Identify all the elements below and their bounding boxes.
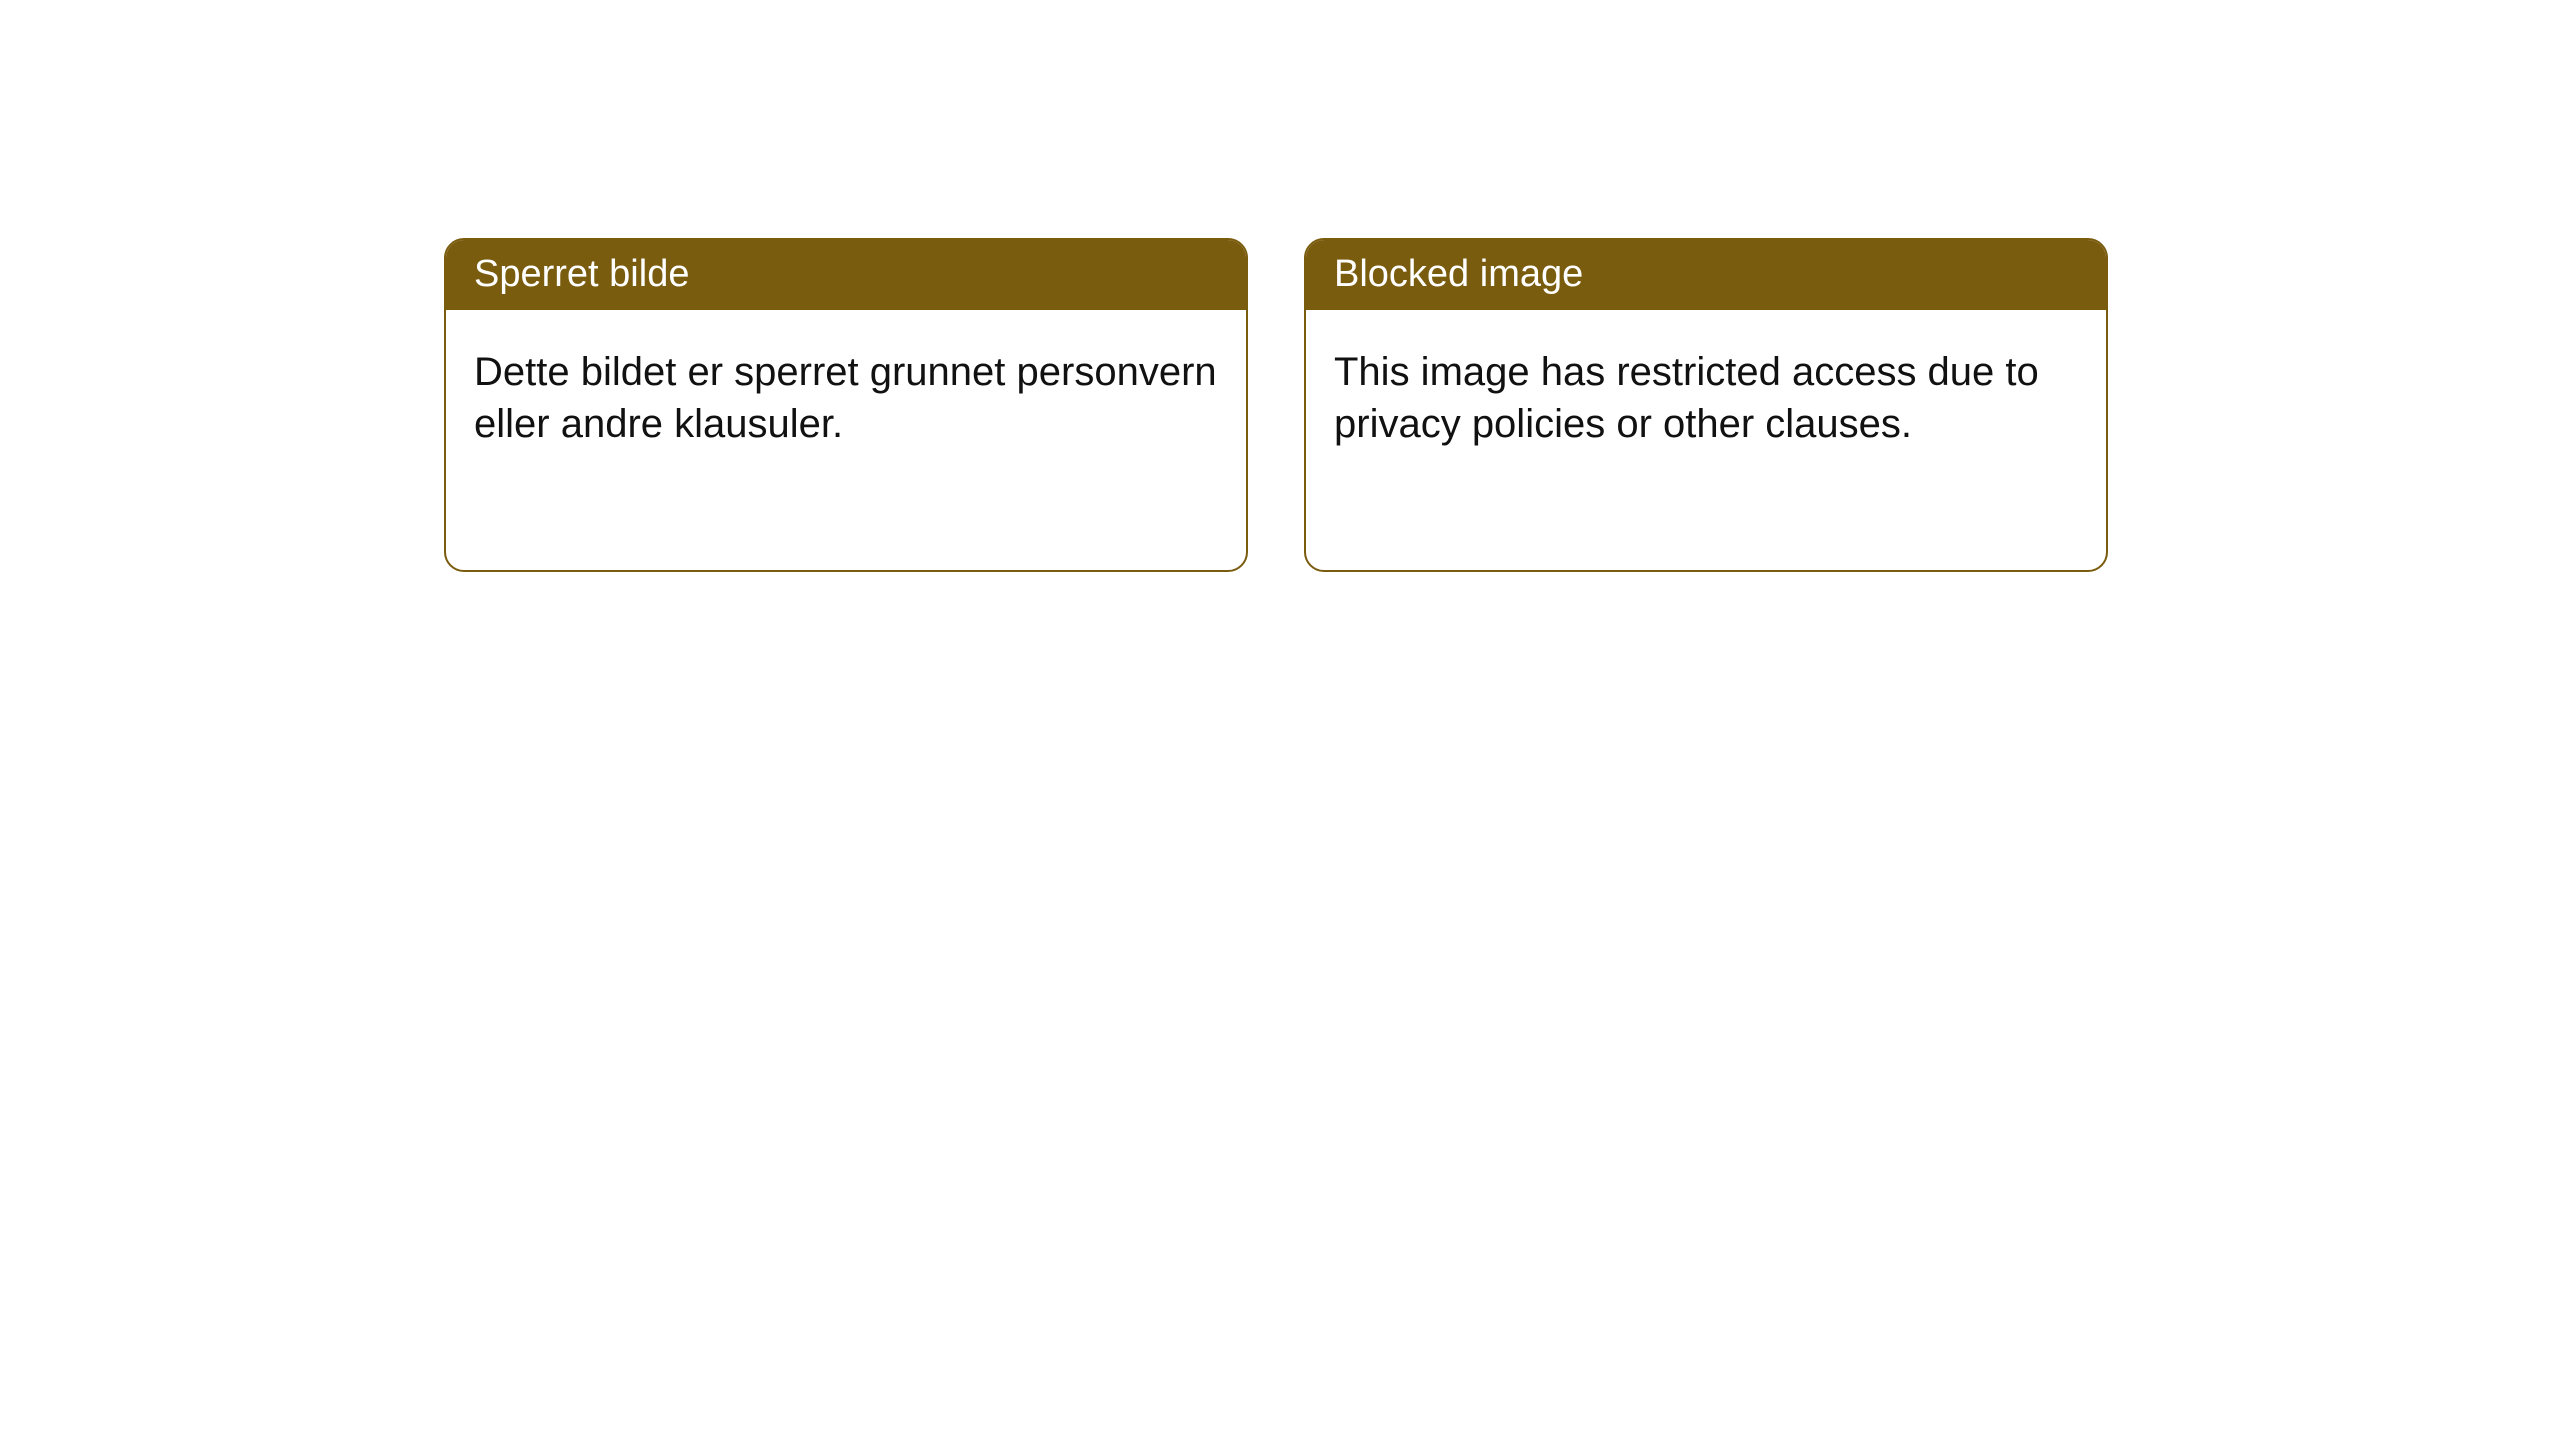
card-body-english: This image has restricted access due to …	[1306, 310, 2106, 570]
card-title: Blocked image	[1334, 253, 1583, 295]
notice-cards-container: Sperret bilde Dette bildet er sperret gr…	[444, 238, 2108, 572]
card-body-norwegian: Dette bildet er sperret grunnet personve…	[446, 310, 1246, 570]
card-body-text: This image has restricted access due to …	[1334, 350, 2039, 446]
card-title: Sperret bilde	[474, 253, 689, 295]
card-header-english: Blocked image	[1306, 240, 2106, 310]
notice-card-norwegian: Sperret bilde Dette bildet er sperret gr…	[444, 238, 1248, 572]
card-body-text: Dette bildet er sperret grunnet personve…	[474, 350, 1217, 446]
notice-card-english: Blocked image This image has restricted …	[1304, 238, 2108, 572]
card-header-norwegian: Sperret bilde	[446, 240, 1246, 310]
